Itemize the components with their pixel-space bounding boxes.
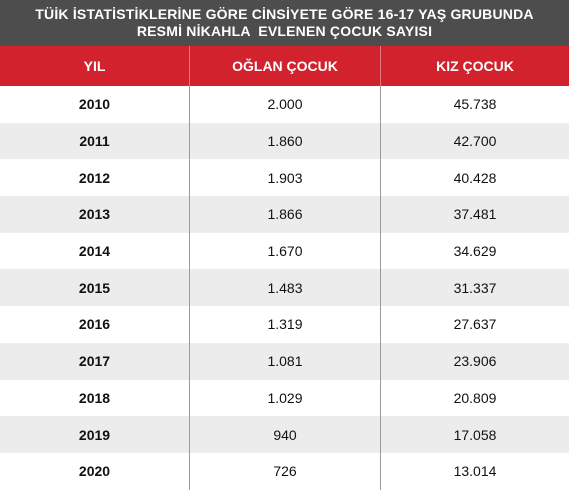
table-title-line-2: RESMİ NİKAHLA EVLENEN ÇOCUK SAYISI [136, 23, 433, 39]
table-row: 2020 726 13.014 [0, 452, 569, 490]
column-header-boys: OĞLAN ÇOCUK [189, 46, 380, 86]
table-row: 2014 1.670 34.629 [0, 232, 569, 270]
column-header-year: YIL [83, 58, 106, 74]
table-title: TÜİK İSTATİSTİKLERİNE GÖRE CİNSİYETE GÖR… [0, 0, 569, 46]
boys-cell: 1.319 [189, 306, 380, 343]
year-cell: 2012 [78, 169, 111, 186]
boys-cell: 940 [189, 416, 380, 453]
girls-cell: 45.738 [380, 86, 569, 123]
girls-cell: 17.058 [380, 416, 569, 453]
table-row: 2015 1.483 31.337 [0, 269, 569, 307]
boys-cell: 1.483 [189, 269, 380, 307]
girls-cell: 23.906 [380, 342, 569, 380]
year-cell: 2017 [78, 353, 111, 370]
table-header-row: YIL OĞLAN ÇOCUK KIZ ÇOCUK [0, 46, 569, 86]
table-row: 2012 1.903 40.428 [0, 159, 569, 197]
table-title-line-1: TÜİK İSTATİSTİKLERİNE GÖRE CİNSİYETE GÖR… [35, 6, 534, 22]
boys-cell: 726 [189, 452, 380, 490]
year-cell: 2018 [78, 389, 111, 406]
table-row: 2018 1.029 20.809 [0, 379, 569, 417]
boys-cell: 1.081 [189, 342, 380, 380]
girls-cell: 13.014 [380, 452, 569, 490]
girls-cell: 20.809 [380, 379, 569, 417]
girls-cell: 42.700 [380, 122, 569, 160]
year-cell: 2014 [78, 243, 111, 260]
year-cell: 2015 [78, 279, 111, 296]
table-row: 2010 2.000 45.738 [0, 86, 569, 123]
boys-cell: 1.903 [189, 159, 380, 197]
year-cell: 2019 [78, 426, 111, 443]
boys-cell: 1.860 [189, 122, 380, 160]
year-cell: 2010 [78, 96, 111, 113]
year-cell: 2011 [79, 133, 110, 150]
table-row: 2013 1.866 37.481 [0, 196, 569, 233]
girls-cell: 40.428 [380, 159, 569, 197]
boys-cell: 2.000 [189, 86, 380, 123]
table-row: 2016 1.319 27.637 [0, 306, 569, 343]
girls-cell: 31.337 [380, 269, 569, 307]
girls-cell: 27.637 [380, 306, 569, 343]
table-row: 2011 1.860 42.700 [0, 122, 569, 160]
table-row: 2017 1.081 23.906 [0, 342, 569, 380]
table-body: 2010 2.000 45.738 2011 1.860 42.700 2012 1.903 4… [0, 86, 569, 490]
girls-cell: 34.629 [380, 232, 569, 270]
girls-cell: 37.481 [380, 196, 569, 233]
year-cell: 2013 [78, 206, 111, 223]
year-cell: 2020 [78, 463, 111, 480]
column-header-girls: KIZ ÇOCUK [380, 46, 569, 86]
boys-cell: 1.670 [189, 232, 380, 270]
boys-cell: 1.029 [189, 379, 380, 417]
year-cell: 2016 [78, 316, 111, 333]
boys-cell: 1.866 [189, 196, 380, 233]
table-row: 2019 940 17.058 [0, 416, 569, 453]
